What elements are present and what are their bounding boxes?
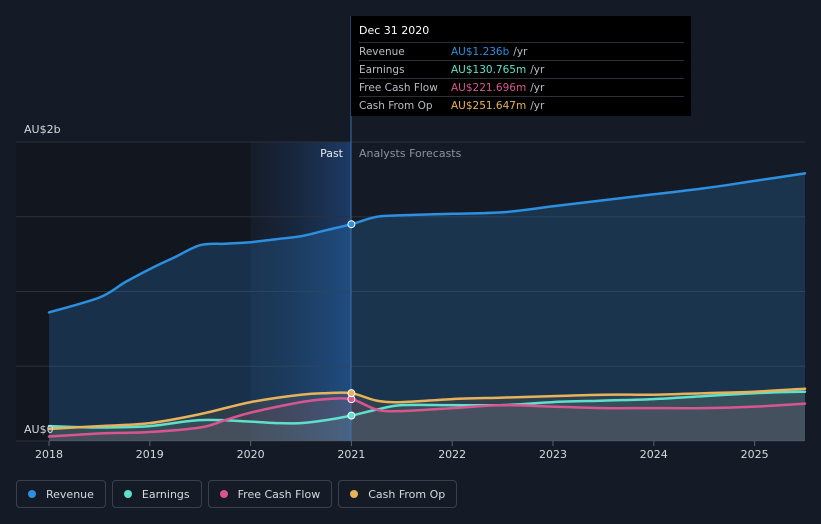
- x-tick-label-2020: 2020: [237, 448, 265, 461]
- series-areas: [49, 173, 805, 441]
- y-label-top: AU$2b: [24, 123, 61, 136]
- tooltip-row-label: Revenue: [359, 45, 405, 58]
- legend-item-earnings[interactable]: Earnings: [111, 480, 202, 508]
- past-label: Past: [320, 147, 344, 160]
- area-earnings: [49, 391, 805, 441]
- x-tick-label-2021: 2021: [337, 448, 365, 461]
- tooltip-row-label: Free Cash Flow: [359, 81, 438, 94]
- legend-dot-icon: [123, 490, 132, 498]
- tooltip-row-value: AU$221.696m: [451, 81, 527, 94]
- legend-dot-icon: [350, 490, 359, 498]
- y-label-bottom: AU$0: [24, 423, 54, 436]
- area-revenue: [49, 173, 805, 441]
- tooltip-row-unit: /yr: [513, 45, 528, 58]
- tooltip-row-value: AU$130.765m: [451, 63, 527, 76]
- legend: Revenue Earnings Free Cash Flow Cash From O…: [16, 480, 458, 508]
- legend-label: Revenue: [46, 487, 94, 501]
- x-tick-label-2022: 2022: [438, 448, 466, 461]
- legend-item-cash-from-op[interactable]: Cash From Op: [338, 480, 458, 508]
- x-axis-ticks: 2018 2019 2020 2021 2022 2023 2024 2025: [35, 441, 769, 461]
- legend-dot-icon: [219, 490, 228, 498]
- line-revenue: [47, 172, 807, 314]
- line-cash-from-op: [47, 387, 807, 431]
- marker-earnings: [347, 411, 356, 420]
- x-tick-label-2019: 2019: [136, 448, 164, 461]
- tooltip-row-unit: /yr: [530, 81, 545, 94]
- tooltip-row-value: AU$1.236b: [451, 45, 510, 58]
- x-tick-label-2024: 2024: [640, 448, 668, 461]
- highlight-markers: [347, 220, 356, 420]
- tooltip-row: Earnings AU$130.765m/yr: [359, 60, 684, 78]
- tooltip: Dec 31 2020 Revenue AU$1.236b/yr Earnings A…: [351, 16, 691, 116]
- series-lines: [47, 172, 807, 438]
- gridlines: [16, 141, 805, 442]
- area-cash-from-op: [49, 388, 805, 441]
- forecast-label: Analysts Forecasts: [359, 147, 462, 160]
- x-tick-label-2025: 2025: [741, 448, 769, 461]
- marker-cash-from-op: [347, 389, 356, 398]
- marker-revenue: [347, 220, 356, 229]
- tooltip-row-label: Cash From Op: [359, 99, 433, 112]
- x-tick-label-2023: 2023: [539, 448, 567, 461]
- tooltip-row-label: Earnings: [359, 63, 405, 76]
- legend-label: Free Cash Flow: [237, 487, 321, 501]
- tooltip-row-unit: /yr: [530, 63, 545, 76]
- line-free-cash-flow: [47, 396, 807, 438]
- tooltip-row-value: AU$251.647m: [451, 99, 527, 112]
- tooltip-row: Cash From Op AU$251.647m/yr: [359, 96, 684, 114]
- legend-item-revenue[interactable]: Revenue: [16, 480, 106, 508]
- legend-label: Cash From Op: [368, 487, 446, 501]
- legend-item-free-cash-flow[interactable]: Free Cash Flow: [207, 480, 333, 508]
- legend-dot-icon: [28, 490, 36, 498]
- tooltip-date: Dec 31 2020: [359, 24, 430, 37]
- tooltip-row: Free Cash Flow AU$221.696m/yr: [359, 78, 684, 96]
- tooltip-row-unit: /yr: [530, 99, 545, 112]
- x-tick-label-2018: 2018: [35, 448, 63, 461]
- tooltip-row: Revenue AU$1.236b/yr: [359, 42, 684, 60]
- legend-label: Earnings: [141, 487, 190, 501]
